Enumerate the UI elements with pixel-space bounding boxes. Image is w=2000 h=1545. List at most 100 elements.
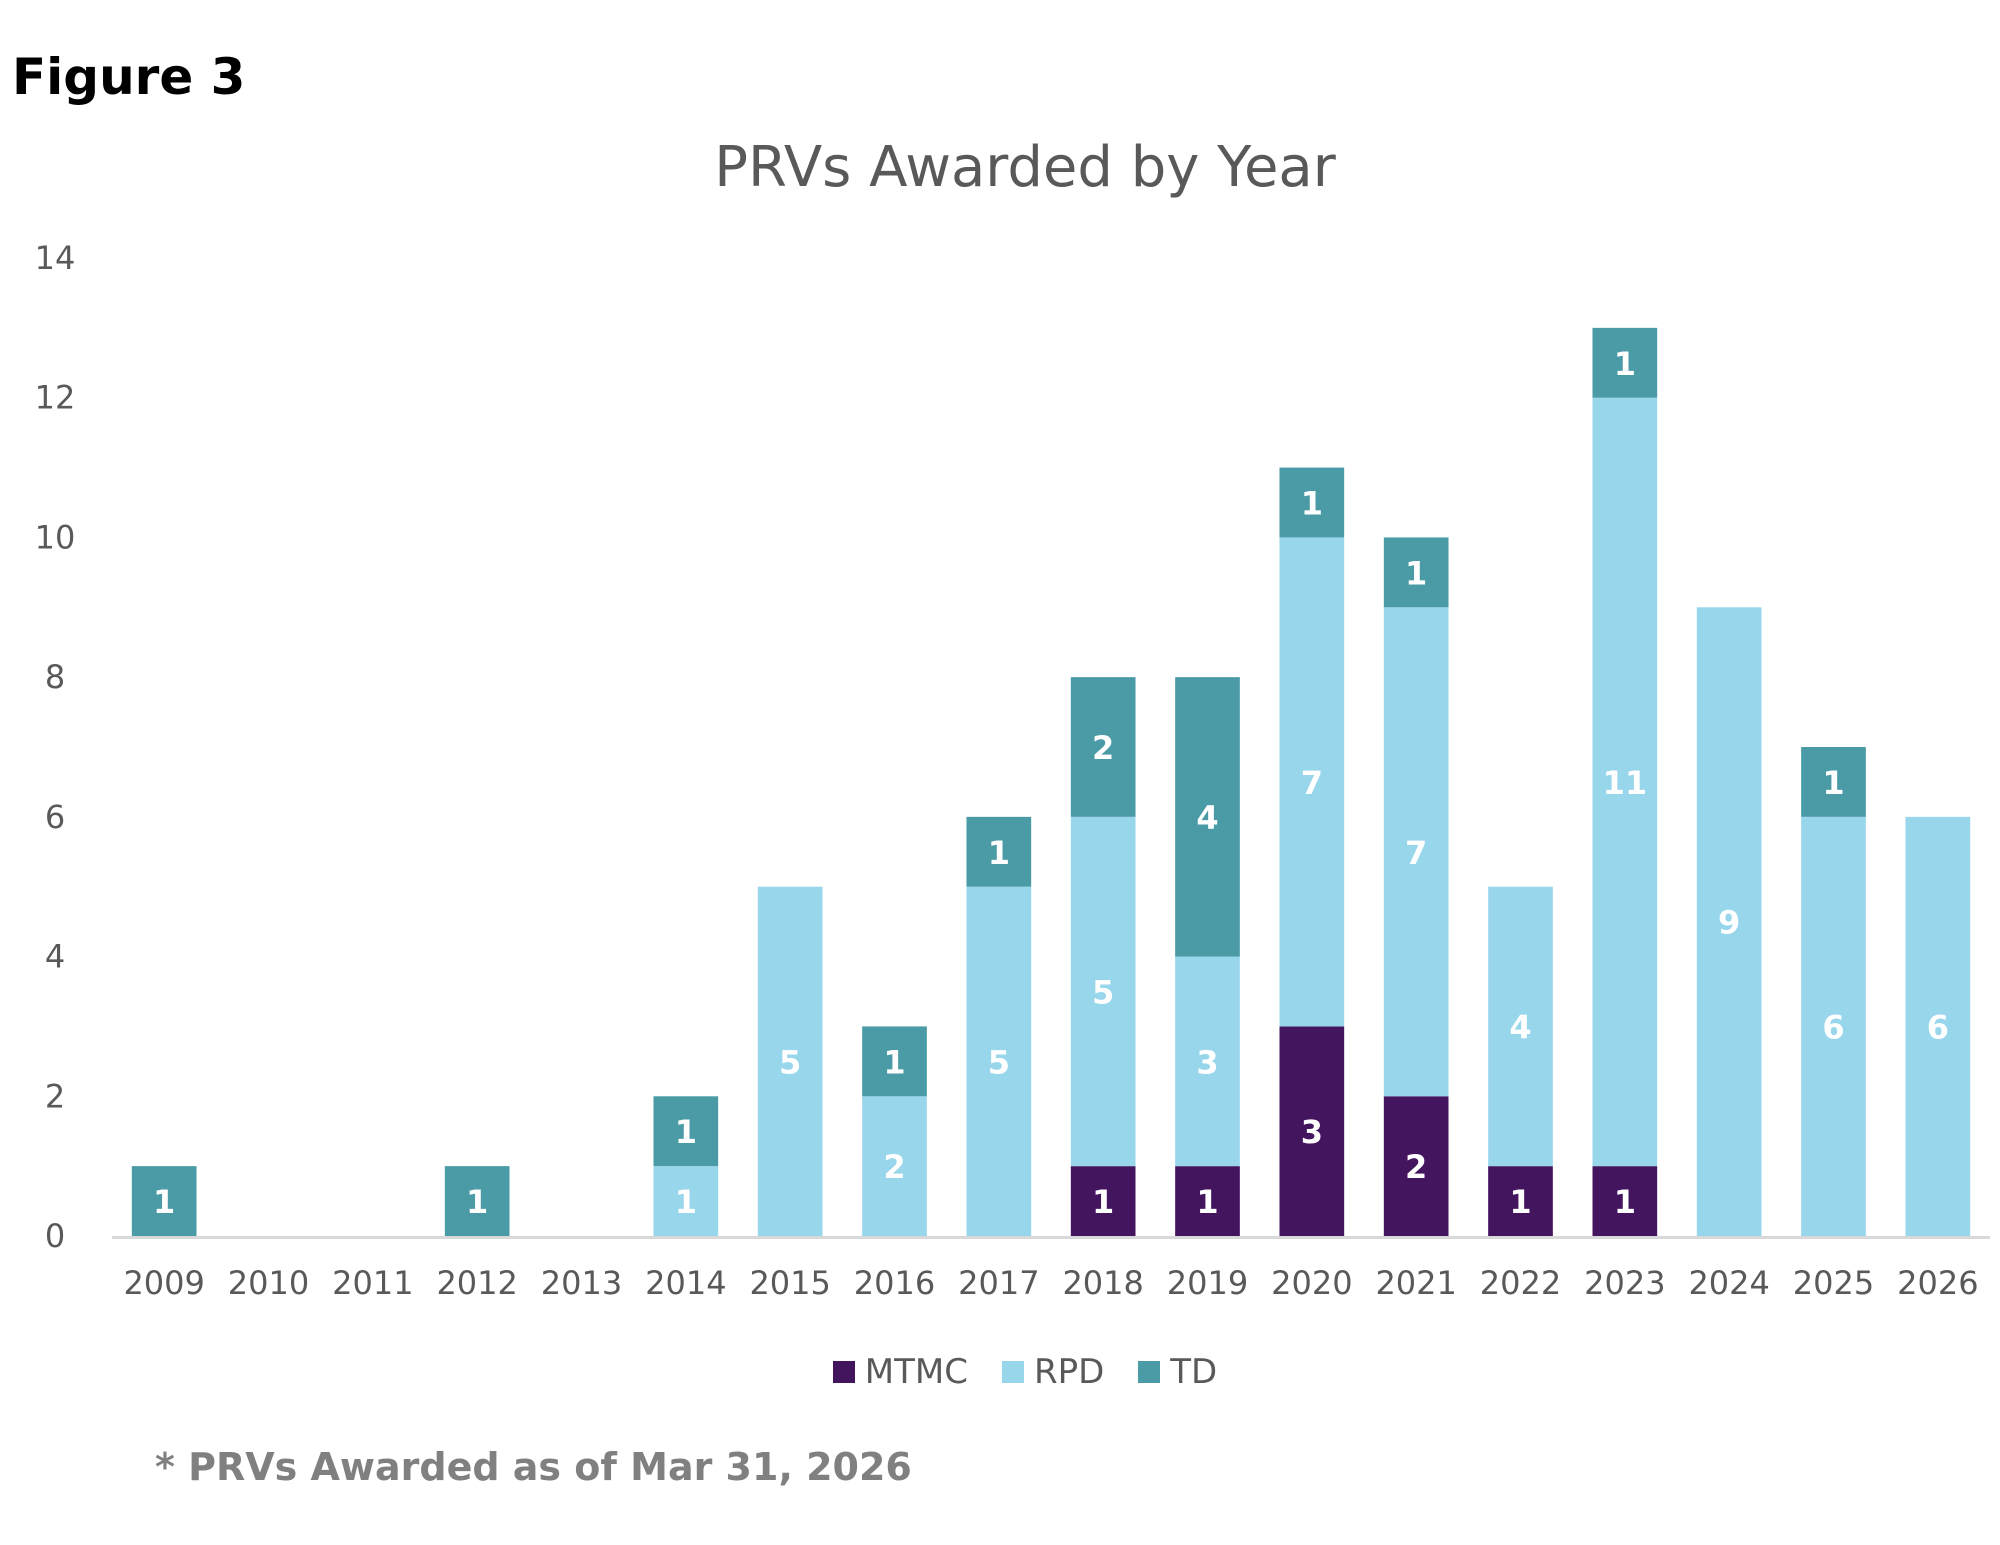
data-label: 1 <box>675 1113 697 1151</box>
data-label: 3 <box>1196 1043 1218 1081</box>
data-label: 5 <box>988 1043 1010 1081</box>
data-label: 9 <box>1718 904 1740 942</box>
x-tick-label: 2019 <box>1167 1264 1248 1302</box>
data-label: 1 <box>1509 1183 1531 1221</box>
data-label: 5 <box>1092 974 1114 1012</box>
bar-rpd-2014 <box>653 1166 719 1236</box>
bar-mtmc-2020 <box>1279 1026 1345 1236</box>
bar-td-2020 <box>1279 467 1345 538</box>
data-label: 1 <box>1822 764 1844 802</box>
data-label: 1 <box>466 1183 488 1221</box>
bar-td-2012 <box>444 1166 510 1236</box>
data-label: 1 <box>1092 1183 1114 1221</box>
x-axis-ticks: 2009 2010 2011 2012 2013 2014 2015 2016 2017 2018… <box>123 1264 1978 1302</box>
bar-mtmc-2019 <box>1175 1166 1240 1236</box>
x-tick-label: 2022 <box>1480 1264 1561 1302</box>
x-tick-label: 2018 <box>1062 1264 1143 1302</box>
x-tick-label: 2016 <box>854 1264 935 1302</box>
data-label: 5 <box>779 1043 801 1081</box>
data-label: 4 <box>1509 1008 1531 1046</box>
bar-td-2017 <box>966 816 1032 887</box>
legend-swatch <box>832 1361 855 1383</box>
data-label: 4 <box>1196 799 1218 837</box>
x-tick-label: 2020 <box>1271 1264 1352 1302</box>
bar-rpd-2026 <box>1905 816 1971 1236</box>
data-label: 7 <box>1301 764 1323 802</box>
data-label: 2 <box>1405 1148 1427 1186</box>
legend-item-rpd: RPD <box>1001 1352 1105 1392</box>
data-label: 1 <box>1301 485 1323 523</box>
legend-label: MTMC <box>864 1352 968 1392</box>
x-tick-label: 2010 <box>228 1264 309 1302</box>
legend-label: RPD <box>1033 1352 1105 1392</box>
data-label: 2 <box>883 1148 905 1186</box>
y-tick-label: 2 <box>45 1077 65 1115</box>
data-label: 3 <box>1301 1113 1323 1151</box>
bar-mtmc-2021 <box>1383 1096 1449 1236</box>
x-tick-label: 2015 <box>749 1264 830 1302</box>
data-label: 1 <box>1614 1183 1636 1221</box>
bar-td-2016 <box>862 1026 927 1097</box>
chart-legend: MTMC RPD TD <box>0 1352 2000 1392</box>
data-label: 1 <box>988 834 1010 872</box>
bar-rpd-2020 <box>1279 537 1345 1027</box>
y-tick-label: 14 <box>35 239 76 277</box>
bar-mtmc-2023 <box>1592 1166 1658 1236</box>
y-tick-label: 0 <box>45 1217 65 1255</box>
x-tick-label: 2012 <box>436 1264 517 1302</box>
y-tick-label: 8 <box>45 658 65 696</box>
bar-td-2025 <box>1801 747 1866 817</box>
footnote: * PRVs Awarded as of Mar 31, 2026 <box>155 1445 912 1489</box>
bar-rpd-2017 <box>966 886 1032 1236</box>
data-label: 1 <box>1405 554 1427 592</box>
y-tick-label: 10 <box>35 518 76 556</box>
data-label: 11 <box>1603 764 1648 802</box>
x-tick-label: 2021 <box>1375 1264 1456 1302</box>
bar-rpd-2025 <box>1801 816 1866 1236</box>
x-tick-label: 2009 <box>123 1264 204 1302</box>
y-tick-label: 12 <box>35 379 76 417</box>
x-tick-label: 2025 <box>1793 1264 1874 1302</box>
data-label: 1 <box>883 1043 905 1081</box>
bar-td-2019 <box>1175 677 1240 957</box>
data-label: 1 <box>153 1183 175 1221</box>
bar-td-2009 <box>131 1166 197 1236</box>
data-label: 6 <box>1927 1008 1949 1046</box>
x-tick-label: 2024 <box>1688 1264 1769 1302</box>
data-label: 1 <box>1196 1183 1218 1221</box>
bar-rpd-2018 <box>1070 816 1136 1167</box>
bar-td-2018 <box>1070 677 1136 817</box>
bar-rpd-2016 <box>862 1096 927 1236</box>
x-tick-label: 2013 <box>541 1264 622 1302</box>
bar-rpd-2019 <box>1175 956 1240 1167</box>
legend-item-mtmc: MTMC <box>832 1352 968 1392</box>
data-label: 6 <box>1822 1008 1844 1046</box>
bar-td-2014 <box>653 1096 719 1167</box>
x-tick-label: 2011 <box>332 1264 413 1302</box>
bar-rpd-2022 <box>1488 886 1553 1167</box>
legend-label: TD <box>1170 1352 1218 1392</box>
bar-mtmc-2022 <box>1488 1166 1553 1236</box>
chart-title: PRVs Awarded by Year <box>714 135 1336 200</box>
y-tick-label: 4 <box>45 938 65 976</box>
legend-swatch <box>1138 1361 1161 1383</box>
bar-rpd-2015 <box>757 886 823 1236</box>
data-label: 2 <box>1092 729 1114 767</box>
y-tick-label: 6 <box>45 798 65 836</box>
legend-swatch <box>1001 1361 1024 1383</box>
y-axis-ticks: 0 2 4 6 8 10 12 14 <box>35 239 76 1255</box>
bar-td-2021 <box>1383 537 1449 608</box>
data-label: 7 <box>1405 834 1427 872</box>
bar-mtmc-2018 <box>1070 1166 1136 1236</box>
x-tick-label: 2026 <box>1897 1264 1978 1302</box>
bar-rpd-2024 <box>1696 607 1762 1236</box>
data-label: 1 <box>1614 345 1636 383</box>
bar-series <box>131 327 1971 1236</box>
bar-td-2023 <box>1592 327 1658 398</box>
legend-item-td: TD <box>1138 1352 1217 1392</box>
x-tick-label: 2017 <box>958 1264 1039 1302</box>
figure-label: Figure 3 <box>12 48 246 106</box>
bar-rpd-2021 <box>1383 607 1449 1097</box>
